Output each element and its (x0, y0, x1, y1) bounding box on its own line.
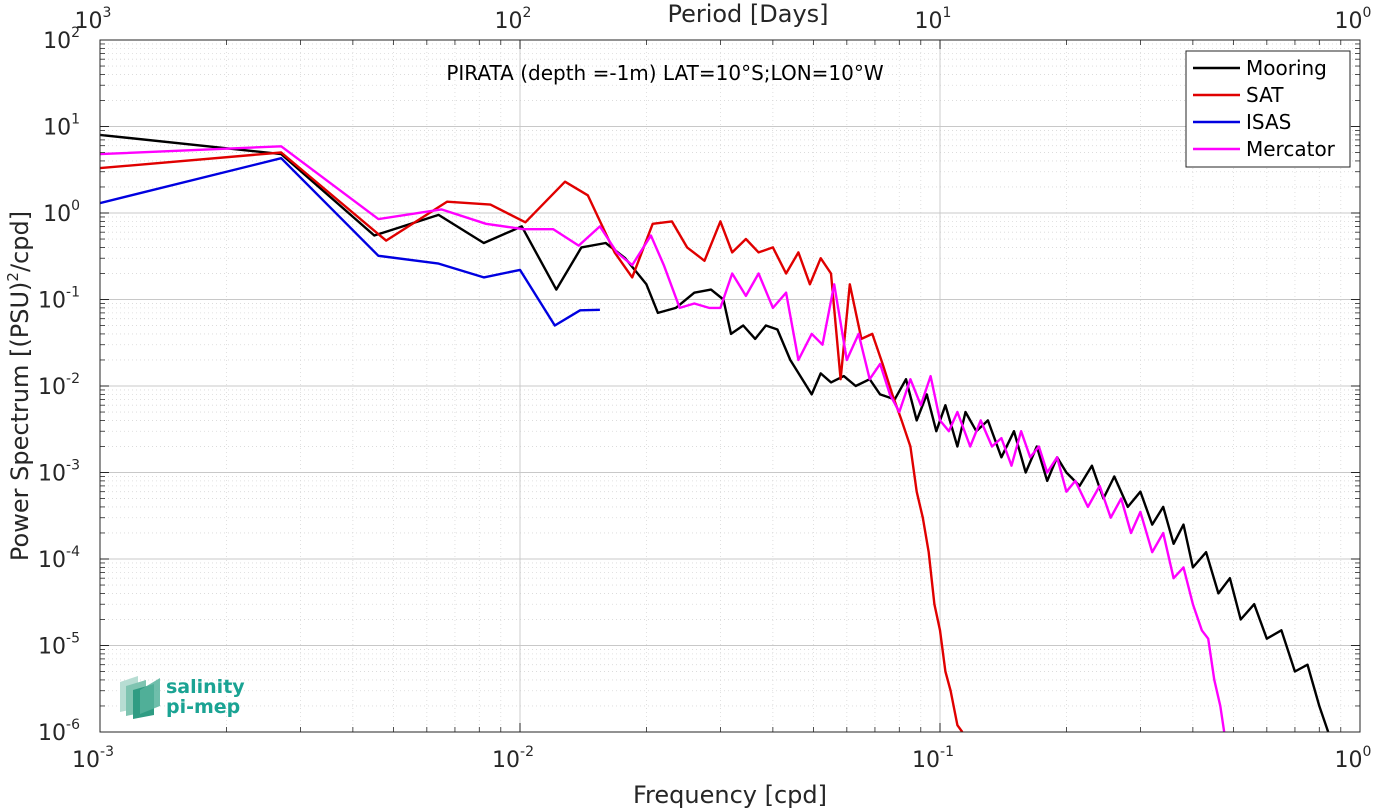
x2-tick-label-exponent: 1 (943, 5, 952, 21)
y-tick-label-base: 10 (43, 29, 71, 54)
y-tick-label: 100 (43, 198, 80, 227)
x-tick-label-exponent: -2 (520, 744, 534, 760)
y-tick-label-exponent: -3 (66, 458, 80, 474)
y-tick-label: 10-4 (38, 544, 80, 573)
y-axis-label-superscript: 2 (4, 272, 22, 282)
x2-tick-label: 102 (495, 5, 532, 34)
y-tick-label-base: 10 (38, 375, 66, 400)
x-tick-label-base: 10 (492, 748, 520, 773)
series-line-mercator (100, 145, 1226, 732)
x2-tick-label: 100 (1335, 5, 1372, 34)
x-tick-label-exponent: 0 (1363, 744, 1372, 760)
y-tick-label-exponent: -6 (66, 717, 80, 733)
legend-box (1185, 50, 1351, 168)
series-layer (100, 133, 1330, 732)
x-tick-label: 100 (1335, 744, 1372, 773)
y-axis-label-base: Power Spectrum [(PSU) (6, 282, 34, 561)
y-tick-label-base: 10 (43, 116, 71, 141)
legend-label-mercator: Mercator (1246, 137, 1336, 161)
minor-grid (100, 40, 1360, 732)
salinity-pi-mep-logo: salinity pi-mep (120, 676, 245, 719)
y-tick-label-base: 10 (38, 548, 66, 573)
y-tick-label-exponent: -4 (66, 544, 80, 560)
x-tick-label: 10-2 (492, 744, 534, 773)
y-tick-label-base: 10 (38, 462, 66, 487)
x-tick-label-base: 10 (912, 748, 940, 773)
legend-label-mooring: Mooring (1246, 56, 1327, 80)
x2-tick-label-base: 10 (75, 9, 103, 34)
major-grid (100, 40, 1360, 732)
y-tick-label: 10-6 (38, 717, 80, 746)
x-tick-label: 10-3 (72, 744, 114, 773)
x2-tick-label-exponent: 2 (523, 5, 532, 21)
x-axis-label: Frequency [cpd] (633, 781, 827, 809)
y-axis-label: Power Spectrum [(PSU)2/cpd] (4, 211, 34, 561)
series-line-sat (100, 151, 964, 732)
legend-label-sat: SAT (1246, 83, 1284, 107)
x-tick-label-base: 10 (1335, 748, 1363, 773)
y-tick-label-exponent: -1 (66, 285, 80, 301)
top-axis-label: Period [Days] (667, 0, 828, 28)
x2-tick-label: 103 (75, 5, 112, 34)
y-tick-label-base: 10 (38, 289, 66, 314)
y-tick-label-exponent: 2 (71, 25, 80, 41)
logo-text-line1: salinity (166, 676, 245, 698)
y-tick-label: 102 (43, 25, 80, 54)
x-tick-label-base: 10 (72, 748, 100, 773)
x-tick-label: 10-1 (912, 744, 954, 773)
logo-mark-icon (120, 676, 160, 719)
y-tick-label: 10-5 (38, 631, 80, 660)
y-tick-label-exponent: 0 (71, 198, 80, 214)
series-line-mooring (100, 133, 1330, 732)
x-tick-label-exponent: -3 (100, 744, 114, 760)
x-tick-label-exponent: -1 (940, 744, 954, 760)
y-tick-label: 10-1 (38, 285, 80, 314)
y-tick-label-exponent: -5 (66, 631, 80, 647)
legend-label-isas: ISAS (1246, 110, 1291, 134)
chart-title: PIRATA (depth =-1m) LAT=10°S;LON=10°W (446, 61, 884, 85)
y-tick-label-base: 10 (38, 635, 66, 660)
x2-tick-label-exponent: 3 (103, 5, 112, 21)
y-tick-label: 101 (43, 112, 80, 141)
x2-tick-label-base: 10 (495, 9, 523, 34)
x2-tick-label-exponent: 0 (1363, 5, 1372, 21)
legend: Mooring SAT ISAS Mercator (1185, 50, 1351, 168)
y-axis-label-tail: /cpd] (6, 211, 34, 272)
axis-tick-marks (99, 39, 1361, 733)
y-tick-label-base: 10 (38, 721, 66, 746)
x2-tick-label-base: 10 (915, 9, 943, 34)
y-tick-label-exponent: 1 (71, 112, 80, 128)
logo-text-line2: pi-mep (166, 696, 240, 718)
y-tick-label: 10-2 (38, 371, 80, 400)
y-tick-label-base: 10 (43, 202, 71, 227)
x2-tick-label: 101 (915, 5, 952, 34)
x2-tick-label-base: 10 (1335, 9, 1363, 34)
series-line-isas (100, 156, 600, 327)
y-tick-label: 10-3 (38, 458, 80, 487)
y-tick-label-exponent: -2 (66, 371, 80, 387)
